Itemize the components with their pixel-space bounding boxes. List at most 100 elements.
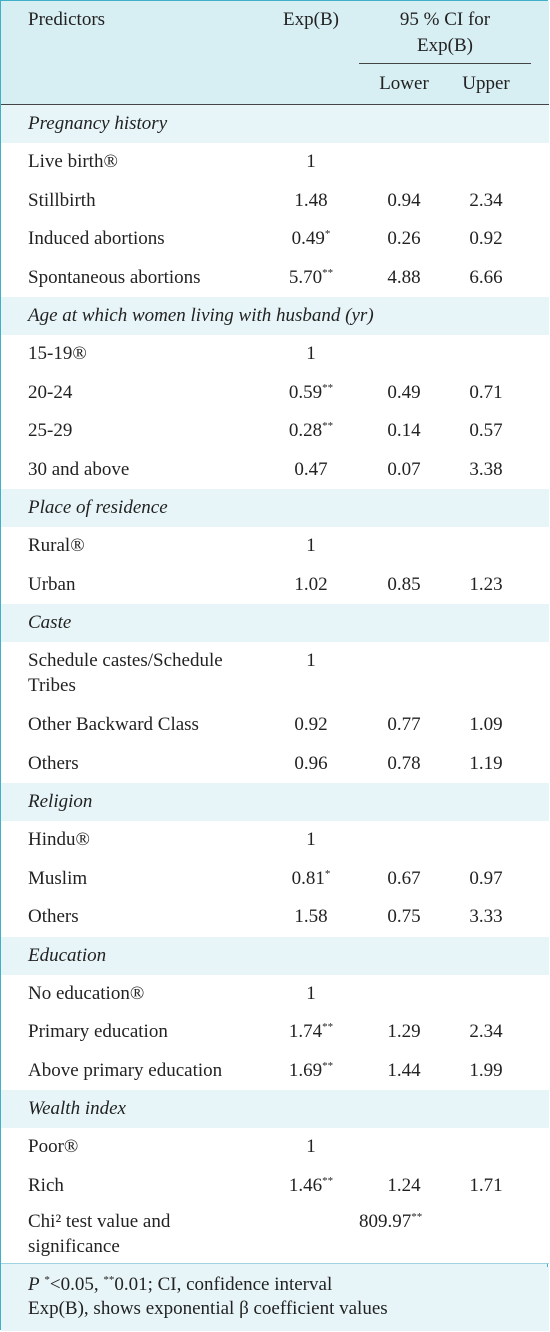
exp-b-number: 5.70 <box>288 266 323 288</box>
chi-square-row: Chi² test value and significance 809.97** <box>1 1205 549 1263</box>
header-rule <box>1 104 549 105</box>
table-row: 15-19® 1 <box>1 335 549 374</box>
exp-b-number: 1 <box>306 151 316 172</box>
exp-b-value: 1.48 <box>261 188 361 214</box>
row-label: Induced abortions <box>28 228 165 249</box>
ci-lower-value: 0.67 <box>387 867 421 889</box>
section-title: Wealth index <box>28 1098 126 1119</box>
exp-b-value: 1.46** <box>261 1173 361 1199</box>
section-title: Age at which women living with husband (… <box>28 305 374 326</box>
exp-b-value: 1 <box>261 149 361 175</box>
exp-b-value: 1.58 <box>261 904 361 930</box>
header-predictors: Predictors <box>28 9 106 30</box>
header-exp-b: Exp(B) <box>283 9 339 30</box>
row-label: Others <box>28 906 79 927</box>
ci-upper-value: 3.33 <box>469 906 503 927</box>
section-divider <box>1 1263 549 1264</box>
chi-label-line2: significance <box>28 1236 120 1257</box>
significance-marker: ** <box>322 1021 334 1033</box>
chi-label-line1: Chi² test value and <box>28 1211 171 1232</box>
exp-b-number: 0.96 <box>294 752 328 774</box>
ci-lower-value: 0.14 <box>387 420 421 441</box>
table-row: Other Backward Class 0.92 0.77 1.09 <box>1 706 549 745</box>
exp-b-value: 0.28** <box>261 418 361 444</box>
exp-b-value: 1 <box>261 341 361 367</box>
ci-lower-value: 1.24 <box>387 1174 421 1196</box>
ci-upper-value: 0.97 <box>469 867 503 889</box>
ci-lower-value: 1.29 <box>387 1021 421 1042</box>
significance-marker: ** <box>411 1211 423 1223</box>
table-row: Spontaneous abortions 5.70** 4.88 6.66 <box>1 258 549 297</box>
exp-b-value: 0.59** <box>261 380 361 406</box>
ci-upper-value: 2.34 <box>469 1021 503 1042</box>
header-ci-divider <box>359 63 531 64</box>
footnote-sig1: * <box>44 1274 50 1286</box>
table-row: No education® 1 <box>1 974 549 1013</box>
exp-b-number: 1.48 <box>294 189 328 211</box>
table-row: Primary education 1.74** 1.29 2.34 <box>1 1013 549 1052</box>
table-row: Others 0.96 0.78 1.19 <box>1 744 549 783</box>
row-label: Rich <box>28 1174 64 1196</box>
table-row: 30 and above 0.47 0.07 3.38 <box>1 450 549 489</box>
header-lower: Lower <box>379 73 429 94</box>
section-title: Religion <box>28 791 93 812</box>
exp-b-value: 5.70** <box>261 265 361 291</box>
header-ci-line2: Exp(B) <box>417 35 473 56</box>
exp-b-number: 0.49 <box>291 228 325 249</box>
header-ci-line1: 95 % CI for <box>399 9 491 30</box>
footnote-line2: Exp(B), shows exponential β coefficient … <box>28 1298 388 1319</box>
significance-marker: ** <box>322 1174 334 1187</box>
table-row: Above primary education 1.69** 1.44 1.99 <box>1 1051 549 1090</box>
footnote-line1: P *<0.05, **0.01; CI, confidence interva… <box>28 1273 332 1297</box>
table-row: Schedule castes/Schedule Tribes 1 <box>1 642 549 706</box>
ci-upper-value: 0.92 <box>469 228 503 249</box>
exp-b-number: 1 <box>306 343 316 364</box>
exp-b-value: 1 <box>261 827 361 853</box>
significance-marker: ** <box>322 1059 334 1072</box>
exp-b-value: 1 <box>261 981 361 1007</box>
exp-b-number: 1 <box>306 1136 316 1157</box>
significance-marker: ** <box>322 420 334 432</box>
significance-marker: ** <box>322 266 334 279</box>
row-label: Others <box>28 752 79 774</box>
exp-b-number: 1.69 <box>288 1059 323 1081</box>
ci-lower-value: 0.07 <box>387 458 421 480</box>
section-title: Caste <box>28 612 72 633</box>
exp-b-number: 1 <box>306 650 316 671</box>
exp-b-number: 1 <box>306 535 316 556</box>
section-header: Caste <box>1 604 549 642</box>
row-label: 25-29 <box>28 420 73 441</box>
table-row: Rich 1.46** 1.24 1.71 <box>1 1166 549 1205</box>
ci-upper-value: 1.99 <box>469 1059 503 1081</box>
ci-upper-value: 2.34 <box>469 189 503 211</box>
exp-b-number: 1.02 <box>294 573 328 595</box>
chi-value: 809.97** <box>359 1209 422 1235</box>
row-label: No education® <box>28 982 145 1004</box>
exp-b-number: 0.28 <box>288 420 323 441</box>
ci-lower-value: 4.88 <box>387 266 421 288</box>
significance-marker: * <box>324 867 331 880</box>
ci-upper-value: 3.38 <box>469 458 503 480</box>
exp-b-number: 0.59 <box>288 381 323 403</box>
table-row: Live birth® 1 <box>1 143 549 182</box>
section-header: Age at which women living with husband (… <box>1 297 549 335</box>
ci-lower-value: 0.26 <box>387 228 421 249</box>
exp-b-number: 0.92 <box>294 714 328 735</box>
table-header: Predictors Exp(B) 95 % CI for Exp(B) Low… <box>1 1 549 104</box>
row-label: Above primary education <box>28 1059 223 1081</box>
significance-marker: * <box>324 228 331 240</box>
ci-upper-value: 6.66 <box>469 266 503 288</box>
chi-number: 809.97 <box>359 1211 412 1232</box>
exp-b-value: 1 <box>261 533 361 559</box>
exp-b-value: 1 <box>261 1134 361 1160</box>
table-row: 20-24 0.59** 0.49 0.71 <box>1 373 549 412</box>
footnote-rest2: 0.01; CI, confidence interval <box>114 1274 333 1295</box>
footnote-p: P <box>28 1274 40 1295</box>
row-label: 15-19® <box>28 343 87 364</box>
row-label: Primary education <box>28 1021 168 1042</box>
table-row: Others 1.58 0.75 3.33 <box>1 898 549 937</box>
ci-upper-value: 0.71 <box>469 381 503 403</box>
footnote-rest1: <0.05, <box>49 1274 99 1295</box>
row-label: 20-24 <box>28 381 73 403</box>
